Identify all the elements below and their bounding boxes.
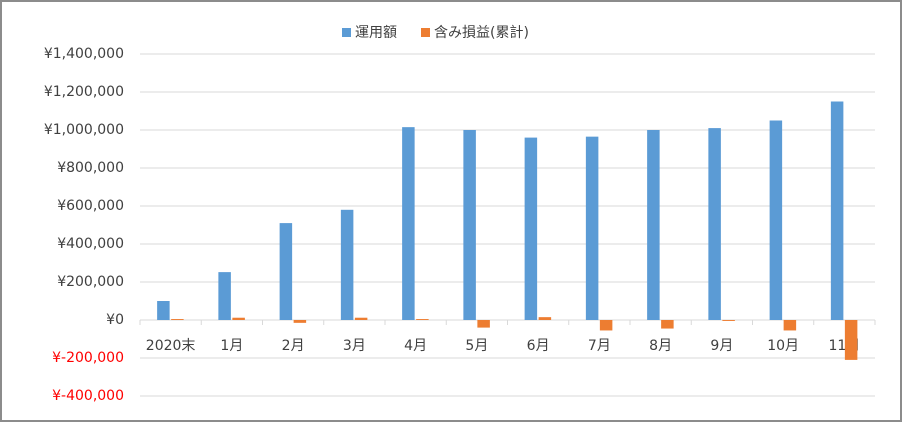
bar	[232, 317, 245, 320]
bar	[354, 317, 368, 320]
x-tick-label: 5月	[465, 338, 488, 354]
bar	[340, 209, 354, 320]
legend-label: 運用額	[355, 25, 397, 41]
y-tick-label: ¥600,000	[57, 198, 124, 214]
bar	[830, 101, 844, 320]
bar	[157, 301, 170, 320]
y-tick-label: ¥400,000	[57, 236, 124, 252]
x-tick-label: 8月	[649, 338, 672, 354]
x-tick-label: 1月	[220, 338, 243, 354]
bar	[538, 317, 552, 320]
bar	[769, 120, 783, 320]
y-tick-label: ¥200,000	[57, 274, 124, 290]
x-tick-label: 9月	[710, 338, 733, 354]
legend-swatch	[421, 28, 430, 37]
bar	[416, 319, 429, 320]
bar	[783, 320, 797, 331]
x-tick-label: 10月	[767, 338, 799, 354]
x-tick-label: 6月	[527, 338, 550, 354]
bar	[844, 320, 858, 360]
bar	[722, 320, 735, 321]
x-tick-label: 3月	[343, 338, 366, 354]
bar	[585, 136, 599, 320]
x-tick-label: 2月	[282, 338, 305, 354]
y-tick-label: ¥800,000	[57, 160, 124, 176]
bar	[477, 320, 490, 328]
bar	[599, 320, 613, 331]
bar	[279, 223, 293, 320]
bar	[402, 127, 415, 321]
y-tick-label: ¥-200,000	[52, 350, 124, 366]
x-tick-label: 4月	[404, 338, 427, 354]
y-tick-label: ¥1,400,000	[44, 46, 124, 62]
y-tick-label: ¥0	[106, 312, 124, 328]
bar	[708, 128, 721, 320]
bar	[293, 320, 307, 323]
legend-label: 含み損益(累計)	[434, 25, 529, 41]
y-tick-label: ¥-400,000	[52, 388, 124, 404]
bar	[171, 319, 184, 320]
legend-swatch	[342, 28, 351, 37]
bar	[647, 130, 660, 320]
y-tick-label: ¥1,000,000	[44, 122, 124, 138]
y-tick-label: ¥1,200,000	[44, 84, 124, 100]
bar	[218, 272, 231, 320]
bar	[661, 320, 674, 329]
bar	[524, 137, 538, 320]
bar	[463, 130, 476, 320]
x-tick-label: 7月	[588, 338, 611, 354]
x-tick-label: 2020末	[146, 338, 196, 354]
